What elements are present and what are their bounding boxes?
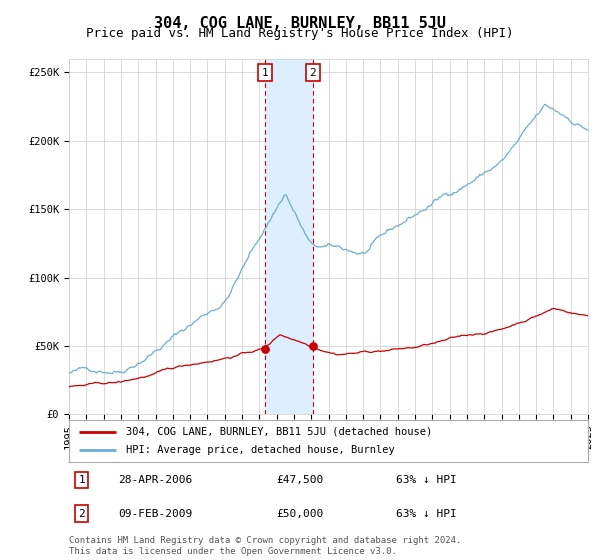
Text: 304, COG LANE, BURNLEY, BB11 5JU (detached house): 304, COG LANE, BURNLEY, BB11 5JU (detach… — [126, 427, 433, 437]
Text: HPI: Average price, detached house, Burnley: HPI: Average price, detached house, Burn… — [126, 445, 395, 455]
Text: £50,000: £50,000 — [277, 508, 324, 519]
Point — [260, 345, 269, 354]
Text: 2: 2 — [79, 508, 85, 519]
Text: 1: 1 — [262, 68, 268, 78]
Text: 304, COG LANE, BURNLEY, BB11 5JU: 304, COG LANE, BURNLEY, BB11 5JU — [154, 16, 446, 31]
Text: 63% ↓ HPI: 63% ↓ HPI — [396, 508, 457, 519]
Text: 2: 2 — [310, 68, 316, 78]
Text: Contains HM Land Registry data © Crown copyright and database right 2024.
This d: Contains HM Land Registry data © Crown c… — [69, 536, 461, 556]
Text: 09-FEB-2009: 09-FEB-2009 — [118, 508, 193, 519]
Text: 63% ↓ HPI: 63% ↓ HPI — [396, 475, 457, 485]
Text: Price paid vs. HM Land Registry's House Price Index (HPI): Price paid vs. HM Land Registry's House … — [86, 27, 514, 40]
Point — [308, 342, 318, 351]
Text: 1: 1 — [79, 475, 85, 485]
Text: 28-APR-2006: 28-APR-2006 — [118, 475, 193, 485]
Text: £47,500: £47,500 — [277, 475, 324, 485]
Bar — [265, 59, 313, 414]
